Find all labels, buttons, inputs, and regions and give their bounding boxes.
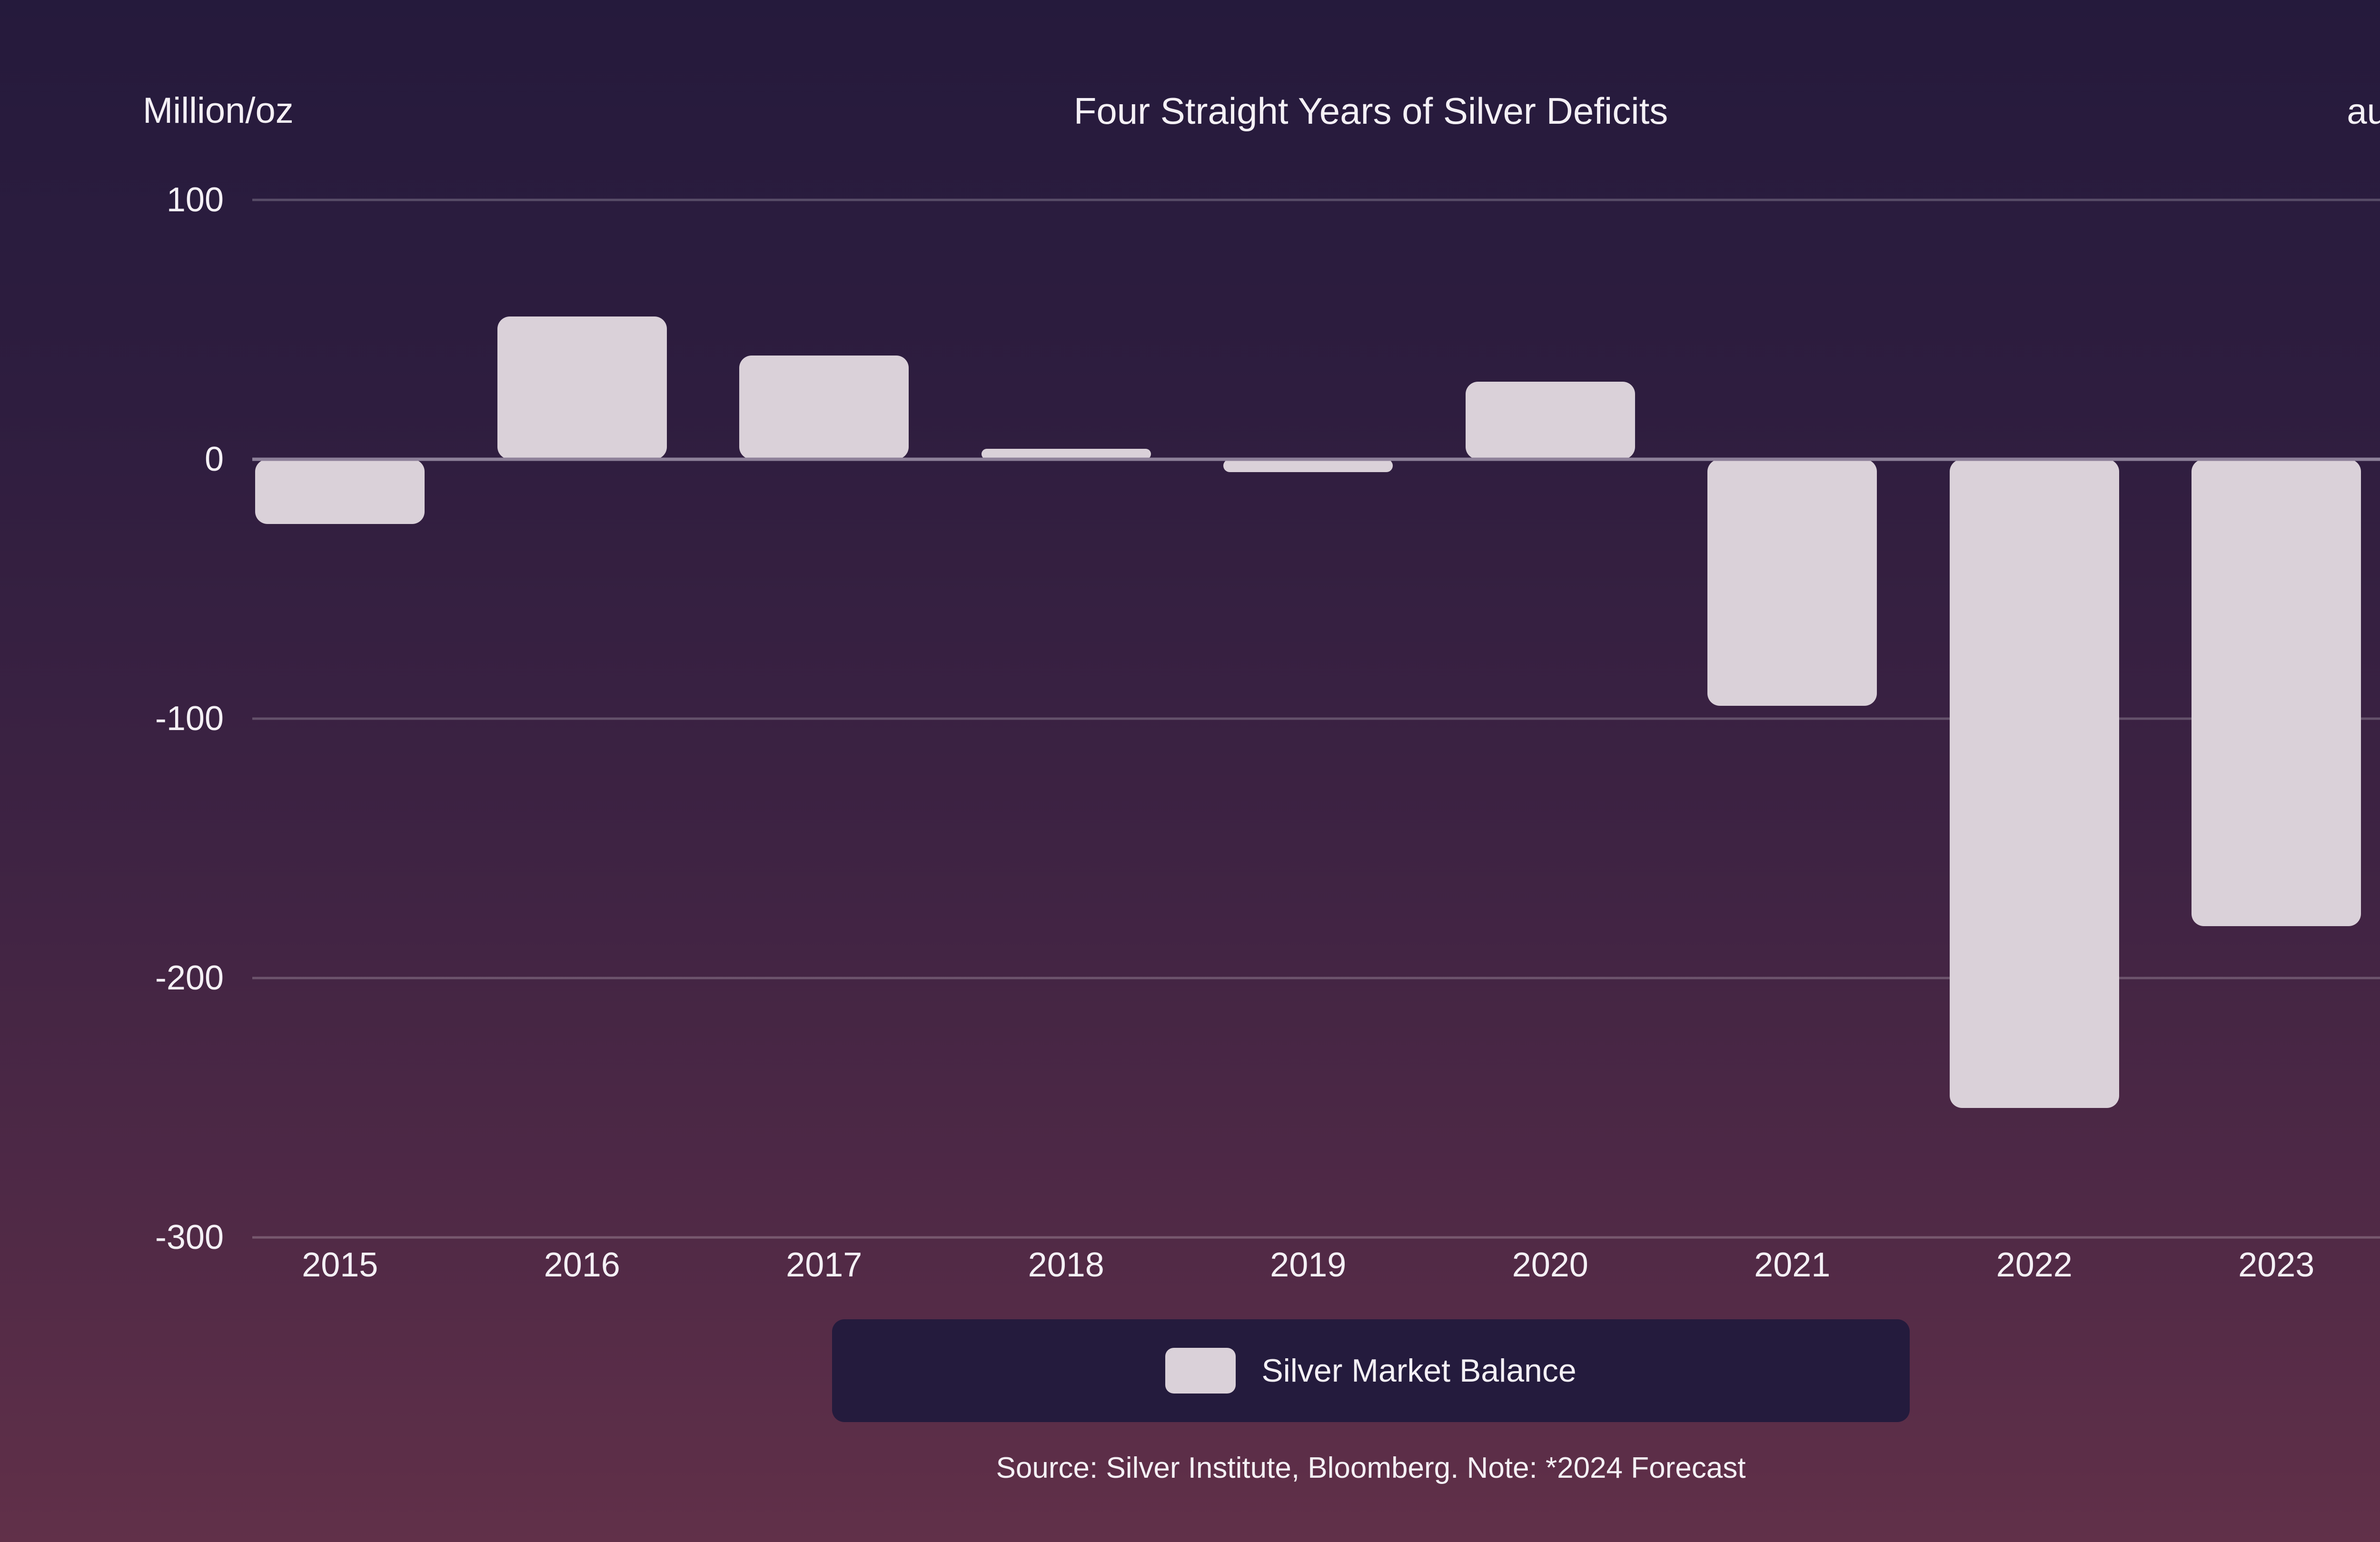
zero-axis-line	[252, 457, 2380, 461]
gridline--300	[252, 1236, 2380, 1239]
website-link[interactable]: auagfunds.com	[2347, 91, 2380, 132]
x-tick-label-2016: 2016	[544, 1246, 620, 1284]
x-tick-label-2021: 2021	[1754, 1246, 1831, 1284]
y-axis-unit-label: Million/oz	[143, 90, 294, 131]
legend: Silver Market Balance	[832, 1319, 1910, 1422]
bar-2016	[497, 316, 667, 459]
x-tick-label-2023: 2023	[2238, 1246, 2315, 1284]
bar-2017	[739, 356, 909, 459]
y-tick-label--100: -100	[155, 700, 224, 738]
x-tick-label-2015: 2015	[302, 1246, 378, 1284]
x-tick-label-2020: 2020	[1512, 1246, 1588, 1284]
source-footnote: Source: Silver Institute, Bloomberg. Not…	[996, 1452, 1746, 1484]
bar-2021	[1707, 459, 1877, 706]
gridline-100	[252, 198, 2380, 201]
bar-2023	[2192, 459, 2361, 926]
x-tick-label-2019: 2019	[1270, 1246, 1347, 1284]
legend-swatch-icon	[1165, 1348, 1236, 1394]
x-tick-label-2018: 2018	[1028, 1246, 1104, 1284]
x-tick-label-2017: 2017	[786, 1246, 863, 1284]
y-tick-label-0: 0	[204, 440, 224, 478]
gridline--200	[252, 977, 2380, 979]
bar-2020	[1465, 381, 1635, 459]
y-tick-label-100: 100	[166, 181, 224, 219]
bar-2022	[1949, 459, 2119, 1108]
x-tick-label-2022: 2022	[1996, 1246, 2073, 1284]
gridline--100	[252, 717, 2380, 720]
chart-title: Four Straight Years of Silver Deficits	[1073, 90, 1668, 132]
y-tick-label--300: -300	[155, 1218, 224, 1256]
bar-2015	[255, 459, 425, 524]
y-tick-label--200: -200	[155, 959, 224, 997]
bar-2019	[1223, 459, 1393, 473]
plot-area: 100 0 -100 -200 -300 2015 2016 2017 2018 2019 2020…	[155, 183, 2380, 1282]
bar-2018	[981, 449, 1151, 459]
legend-label: Silver Market Balance	[1261, 1353, 1577, 1389]
